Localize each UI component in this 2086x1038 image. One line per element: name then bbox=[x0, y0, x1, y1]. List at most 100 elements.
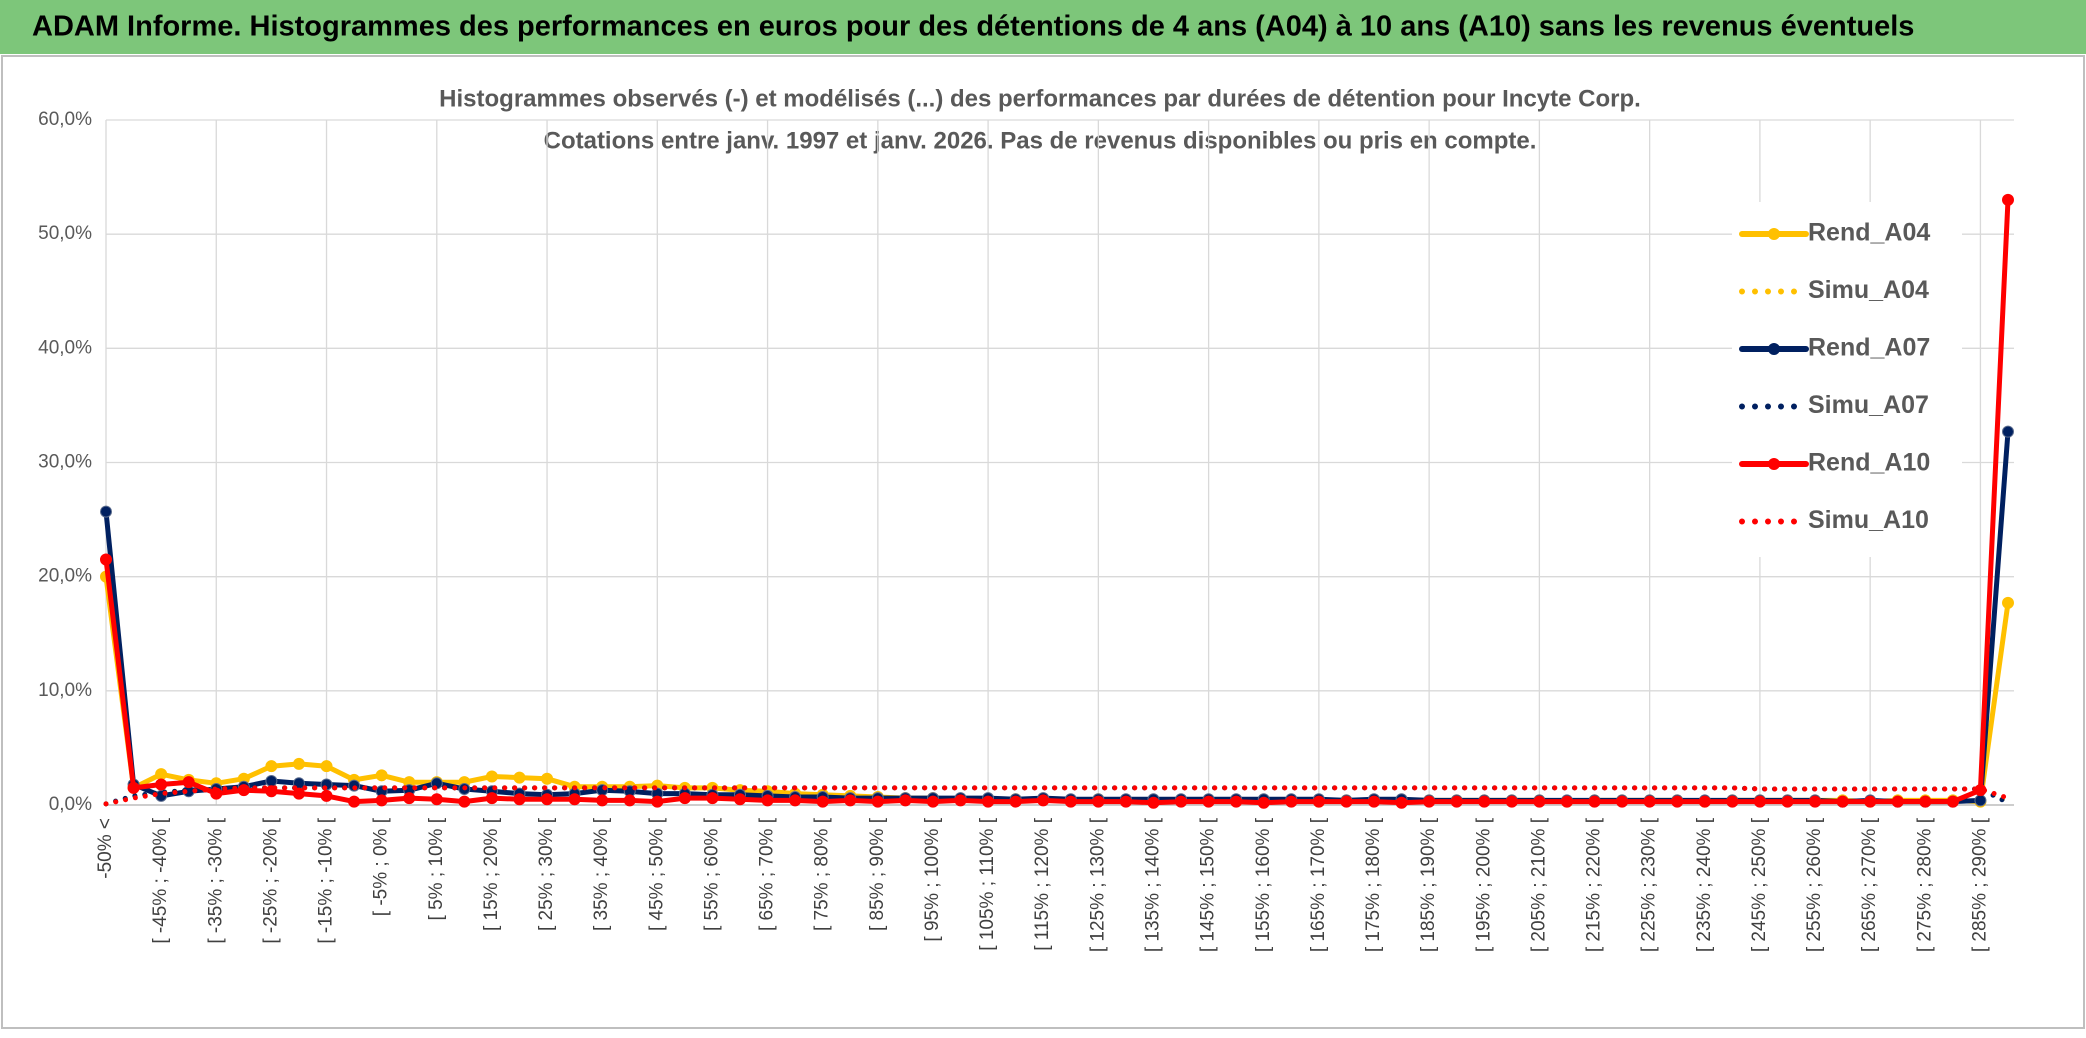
x-tick-label: [ 245% ; 250% [ bbox=[1749, 817, 1770, 952]
y-tick-label: 50,0% bbox=[38, 223, 92, 244]
data-point bbox=[1202, 795, 1215, 808]
legend-label: Rend_A10 bbox=[1808, 449, 1930, 477]
data-point bbox=[100, 553, 112, 566]
data-point bbox=[155, 778, 168, 791]
data-point bbox=[1450, 795, 1463, 808]
data-point bbox=[789, 794, 802, 807]
data-point bbox=[375, 794, 388, 807]
x-tick-label: [ 45% ; 50% [ bbox=[646, 817, 667, 931]
data-point bbox=[1891, 795, 1904, 808]
data-point bbox=[320, 760, 333, 773]
x-tick-label: [ 95% ; 100% [ bbox=[922, 817, 943, 941]
data-point bbox=[2002, 193, 2014, 206]
x-tick-label: [ 195% ; 200% [ bbox=[1473, 817, 1494, 952]
data-point bbox=[1726, 795, 1739, 808]
x-tick-label: [ 25% ; 30% [ bbox=[536, 817, 557, 931]
x-tick-label: [ 85% ; 90% [ bbox=[867, 817, 888, 931]
x-tick-label: [ 275% ; 280% [ bbox=[1914, 817, 1935, 952]
data-point bbox=[1285, 795, 1298, 808]
data-point bbox=[1395, 796, 1408, 809]
data-point bbox=[320, 789, 333, 802]
data-point bbox=[127, 781, 140, 794]
data-point bbox=[1230, 795, 1243, 808]
chart-frame bbox=[1, 55, 2085, 1029]
data-point bbox=[1533, 795, 1546, 808]
legend-label: Simu_A10 bbox=[1808, 506, 1929, 534]
data-point bbox=[761, 794, 774, 807]
legend-box bbox=[1732, 202, 1962, 557]
data-point bbox=[1312, 795, 1325, 808]
data-point bbox=[1809, 795, 1822, 808]
data-point bbox=[1974, 794, 1987, 807]
y-tick-label: 60,0% bbox=[38, 109, 92, 130]
data-point bbox=[1092, 795, 1105, 808]
legend-label: Simu_A07 bbox=[1808, 391, 1929, 419]
x-tick-label: [ 255% ; 260% [ bbox=[1804, 817, 1825, 952]
x-tick-label: [ 35% ; 40% [ bbox=[591, 817, 612, 931]
data-point bbox=[954, 794, 967, 807]
x-tick-label: [ 105% ; 110% [ bbox=[977, 817, 998, 950]
data-point bbox=[1864, 795, 1877, 808]
x-tick-label: [ 135% ; 140% [ bbox=[1142, 817, 1163, 952]
x-tick-label: [ -45% ; -40% [ bbox=[150, 817, 171, 943]
x-tick-label: [ 225% ; 230% [ bbox=[1639, 817, 1660, 952]
data-point bbox=[1560, 795, 1573, 808]
data-point bbox=[651, 795, 664, 808]
data-point bbox=[403, 792, 416, 805]
data-point bbox=[1037, 794, 1050, 807]
data-point bbox=[1616, 795, 1629, 808]
x-tick-label: [ -15% ; -10% [ bbox=[316, 817, 337, 943]
data-point bbox=[1753, 795, 1766, 808]
data-point bbox=[1671, 795, 1684, 808]
data-point bbox=[1946, 795, 1959, 808]
x-tick-label: [ 165% ; 170% [ bbox=[1308, 817, 1329, 952]
x-tick-label: [ 55% ; 60% [ bbox=[701, 817, 722, 931]
simulated-line bbox=[103, 785, 2011, 807]
chart-subtitle: Cotations entre janv. 1997 et janv. 2026… bbox=[544, 127, 1537, 154]
data-point bbox=[1147, 796, 1160, 809]
data-point bbox=[1064, 795, 1077, 808]
data-point bbox=[926, 795, 939, 808]
data-point bbox=[513, 771, 526, 784]
data-point bbox=[458, 795, 471, 808]
observed-line bbox=[103, 197, 2011, 806]
x-tick-label: [ 75% ; 80% [ bbox=[812, 817, 833, 931]
data-point bbox=[1009, 795, 1022, 808]
data-point bbox=[1423, 795, 1436, 808]
data-point bbox=[568, 793, 581, 806]
data-point bbox=[155, 768, 168, 781]
data-point bbox=[541, 772, 554, 785]
chart-title: Histogrammes observés (-) et modélisés (… bbox=[439, 85, 1641, 112]
x-tick-label: -50% < bbox=[95, 818, 116, 879]
data-point bbox=[596, 794, 609, 807]
x-tick-label: [ 285% ; 290% [ bbox=[1969, 817, 1990, 952]
data-point bbox=[485, 792, 498, 805]
data-point bbox=[1119, 795, 1132, 808]
legend-label: Simu_A04 bbox=[1808, 276, 1929, 304]
data-point bbox=[1588, 795, 1601, 808]
x-tick-label: [ 145% ; 150% [ bbox=[1198, 817, 1219, 952]
data-point bbox=[265, 775, 278, 788]
legend-label: Rend_A07 bbox=[1808, 334, 1930, 362]
x-tick-label: [ 155% ; 160% [ bbox=[1253, 817, 1274, 952]
x-tick-label: [ 115% ; 120% [ bbox=[1032, 817, 1053, 950]
data-point bbox=[844, 794, 857, 807]
y-tick-label: 40,0% bbox=[38, 337, 92, 358]
observed-line bbox=[103, 429, 2011, 805]
data-point bbox=[871, 795, 884, 808]
x-tick-label: [ 235% ; 240% [ bbox=[1694, 817, 1715, 952]
data-point bbox=[375, 769, 388, 782]
data-point bbox=[265, 760, 278, 773]
data-point bbox=[982, 795, 995, 808]
data-point bbox=[292, 787, 305, 800]
data-point bbox=[1340, 795, 1353, 808]
data-point bbox=[2002, 425, 2014, 438]
data-point bbox=[1836, 795, 1849, 808]
y-tick-label: 10,0% bbox=[38, 680, 92, 701]
data-point bbox=[513, 793, 526, 806]
data-point bbox=[816, 795, 829, 808]
y-tick-label: 0,0% bbox=[49, 794, 92, 815]
data-point bbox=[1643, 795, 1656, 808]
data-point bbox=[2002, 596, 2014, 609]
data-point bbox=[430, 793, 443, 806]
